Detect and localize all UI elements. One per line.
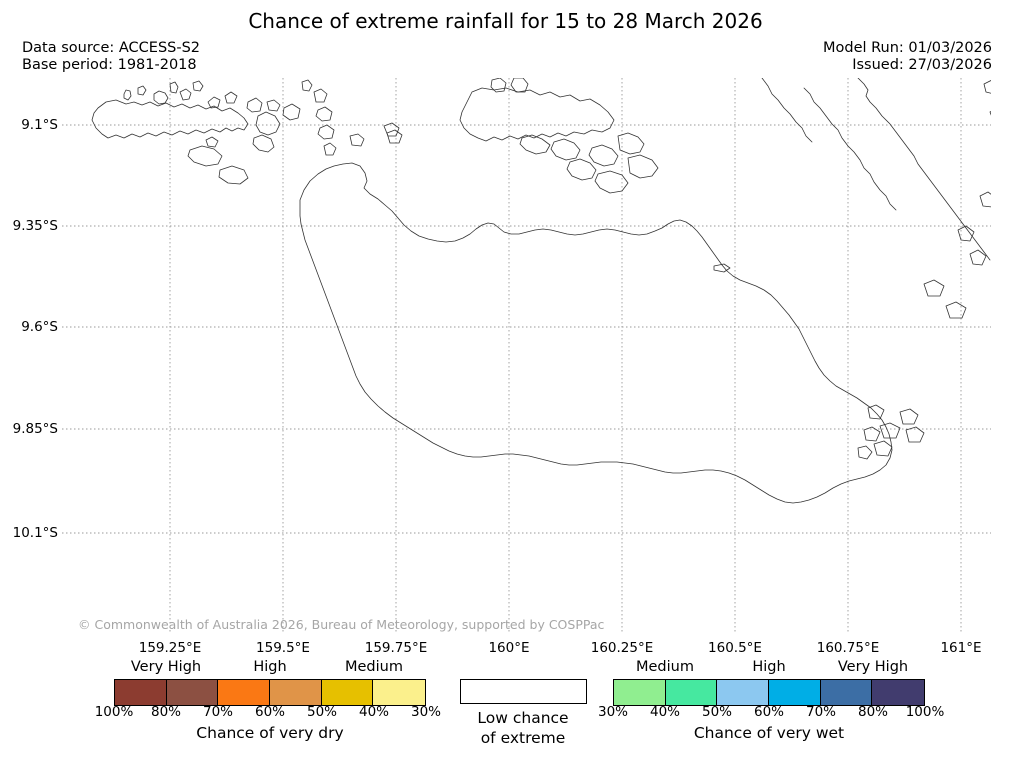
model-run-label: Model Run: 01/03/2026: [822, 40, 992, 56]
dry-legend-category-0: Very High: [130, 659, 202, 675]
low-chance-swatch: [460, 679, 587, 704]
wet-legend-tick-6: 100%: [905, 704, 945, 720]
wet-legend-swatch-0: [614, 680, 666, 705]
latitude-tick-1: 9.35°S: [12, 218, 58, 234]
dry-legend-tick-0: 100%: [94, 704, 134, 720]
dry-legend-category-1: High: [253, 659, 287, 675]
dry-legend-tick-4: 50%: [306, 704, 337, 720]
longitude-tick-7: 161°E: [940, 640, 982, 656]
dry-legend-categories: Very High High Medium: [114, 659, 426, 676]
latitude-tick-3: 9.85°S: [12, 421, 58, 437]
longitude-tick-0: 159.25°E: [138, 640, 202, 656]
longitude-tick-2: 159.75°E: [364, 640, 428, 656]
data-source-label: Data source: ACCESS-S2: [22, 40, 201, 56]
wet-colorbar-ticks: 30% 40% 50% 60% 70% 80% 100%: [598, 704, 944, 720]
longitude-tick-6: 160.75°E: [816, 640, 880, 656]
graticule-gridlines: [62, 78, 991, 634]
wet-legend-swatch-1: [665, 680, 718, 705]
wet-legend-category-2: Very High: [837, 659, 909, 675]
wet-legend-category-0: Medium: [636, 659, 694, 675]
dry-legend-swatch-2: [218, 680, 270, 705]
dry-legend-tick-6: 30%: [410, 704, 441, 720]
dry-legend-tick-3: 60%: [254, 704, 285, 720]
longitude-tick-1: 159.5°E: [256, 640, 310, 656]
dry-colorbar-ticks: 100% 80% 70% 60% 50% 40% 30%: [95, 704, 441, 720]
latitude-tick-0: 9.1°S: [21, 117, 58, 133]
wet-legend-tick-3: 60%: [753, 704, 784, 720]
low-chance-caption: Low chance of extreme: [448, 708, 598, 748]
wet-legend-tick-2: 50%: [701, 704, 732, 720]
wet-legend-swatch-3: [768, 680, 821, 705]
dry-legend-swatch-3: [269, 680, 322, 705]
latitude-axis: 9.1°S 9.35°S 9.6°S 9.85°S 10.1°S: [0, 78, 58, 634]
coastline-map: [62, 78, 991, 634]
latitude-tick-2: 9.6°S: [21, 319, 58, 335]
map-plot-area: [62, 78, 991, 634]
longitude-axis: 159.25°E 159.5°E 159.75°E 160°E 160.25°E 160.…: [62, 641, 991, 659]
longitude-tick-4: 160.25°E: [590, 640, 654, 656]
wet-legend-tick-0: 30%: [597, 704, 628, 720]
dry-legend-tick-5: 40%: [358, 704, 389, 720]
dry-legend-swatch-1: [166, 680, 219, 705]
metadata-right: Model Run: 01/03/2026 Issued: 27/03/2026: [823, 40, 992, 74]
wet-legend-categories: Medium High Very High: [613, 659, 925, 676]
wet-legend-swatch-5: [872, 680, 924, 705]
coastline-paths: [91, 78, 991, 504]
dry-legend-swatch-4: [321, 680, 374, 705]
longitude-tick-3: 160°E: [488, 640, 530, 656]
base-period-label: Base period: 1981-2018: [22, 57, 197, 73]
dry-legend-swatch-5: [373, 680, 425, 705]
dry-legend-caption: Chance of very dry: [196, 724, 344, 742]
wet-legend-category-1: High: [752, 659, 786, 675]
wet-colorbar: [613, 679, 925, 706]
dry-legend-tick-1: 80%: [150, 704, 181, 720]
dry-legend-category-2: Medium: [345, 659, 403, 675]
low-chance-caption-line1: Low chance: [477, 709, 569, 727]
wet-legend-tick-1: 40%: [649, 704, 680, 720]
wet-legend-tick-4: 70%: [805, 704, 836, 720]
wet-legend-swatch-4: [820, 680, 873, 705]
wet-legend-swatch-2: [717, 680, 769, 705]
issued-label: Issued: 27/03/2026: [852, 57, 992, 73]
wet-legend-tick-5: 80%: [857, 704, 888, 720]
copyright-notice: © Commonwealth of Australia 2026, Bureau…: [78, 617, 605, 632]
dry-legend-tick-2: 70%: [202, 704, 233, 720]
longitude-tick-5: 160.5°E: [708, 640, 762, 656]
latitude-tick-4: 10.1°S: [12, 525, 58, 541]
dry-colorbar: [114, 679, 426, 706]
low-chance-caption-line2: of extreme: [480, 729, 566, 747]
dry-legend-swatch-0: [115, 680, 167, 705]
wet-legend-caption: Chance of very wet: [693, 724, 845, 742]
page-title: Chance of extreme rainfall for 15 to 28 …: [248, 9, 763, 33]
metadata-left: Data source: ACCESS-S2 Base period: 1981…: [22, 40, 200, 74]
